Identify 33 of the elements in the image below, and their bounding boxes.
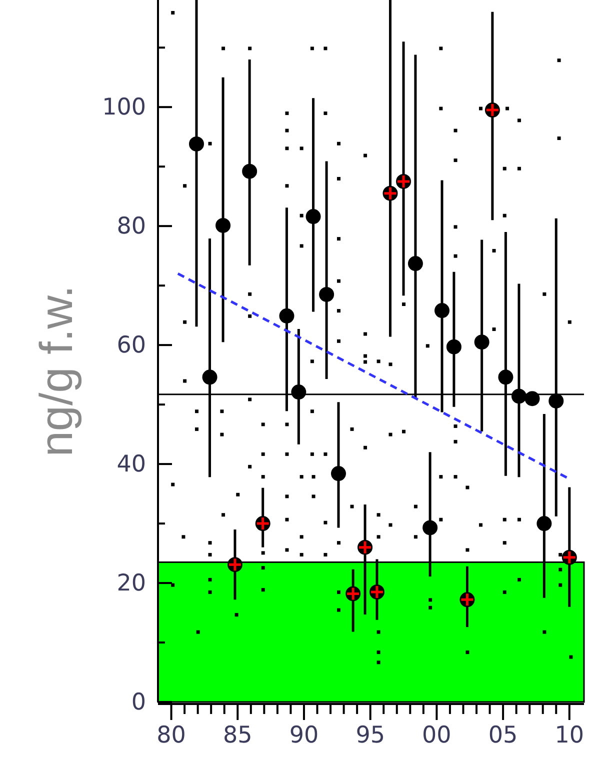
point [524,391,540,406]
point [498,370,514,385]
point [548,393,564,408]
point [511,388,526,404]
x-tick-label: 80 [156,722,186,748]
point [434,303,450,318]
point [422,520,438,536]
point [408,256,423,272]
point [279,308,294,324]
x-tick-label: 00 [422,722,452,748]
y-tick-label: 0 [131,689,146,716]
point [188,136,204,152]
x-tick-label: 90 [289,722,319,748]
y-tick-label: 60 [116,332,146,358]
point [536,516,552,532]
point [216,218,231,233]
y-tick-label: 40 [116,451,146,478]
x-tick-label: 95 [356,722,385,748]
y-tick-label: 20 [116,570,146,596]
point [446,339,462,354]
point [306,209,321,224]
y-axis-title: ng/g f.w. [30,285,82,457]
point [202,370,218,385]
point [474,334,490,350]
point [242,164,258,179]
y-tick-label: 100 [102,94,146,120]
y-tick-label: 80 [116,213,146,240]
x-tick-label: 05 [488,722,518,748]
point [319,286,334,302]
point [330,466,346,482]
x-tick-label: 10 [554,722,584,748]
x-tick-label: 85 [222,722,252,748]
point [291,384,306,400]
